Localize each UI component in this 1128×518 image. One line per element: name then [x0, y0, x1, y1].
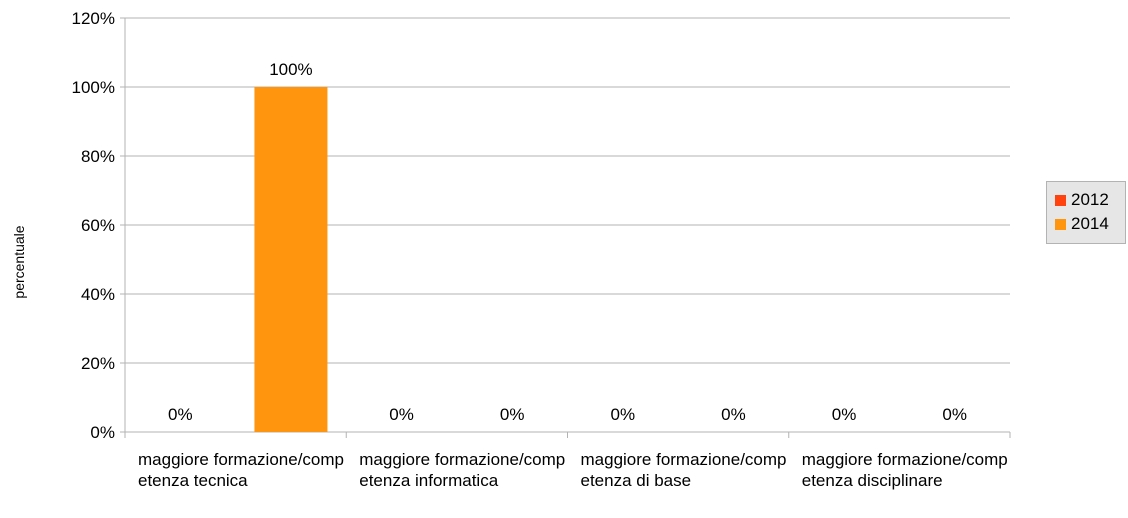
data-label: 0% — [942, 405, 967, 424]
y-tick-label: 20% — [81, 354, 115, 373]
data-label: 0% — [389, 405, 414, 424]
legend-label: 2012 — [1071, 190, 1109, 209]
data-label: 0% — [611, 405, 636, 424]
y-axis-title-wrap: percentuale — [6, 202, 32, 322]
data-label: 100% — [269, 60, 312, 79]
data-label: 0% — [168, 405, 193, 424]
legend-swatch — [1055, 194, 1066, 206]
data-label: 0% — [500, 405, 525, 424]
y-tick-label: 100% — [72, 78, 115, 97]
legend-item: 2012 — [1055, 188, 1125, 212]
y-tick-label: 0% — [90, 423, 115, 442]
bar-2014-1 — [254, 87, 328, 432]
legend: 2012 2014 — [1046, 181, 1126, 244]
x-category-label: maggiore formazione/competenza tecnica — [138, 450, 344, 490]
legend-label: 2014 — [1071, 214, 1109, 233]
x-category-label: maggiore formazione/competenza disciplin… — [801, 450, 1008, 490]
x-category-label: maggiore formazione/competenza di base — [580, 450, 787, 490]
y-tick-label: 40% — [81, 285, 115, 304]
data-label: 0% — [721, 405, 746, 424]
legend-swatch — [1055, 218, 1066, 230]
y-axis-title: percentuale — [11, 225, 27, 299]
data-label: 0% — [832, 405, 857, 424]
legend-item: 2014 — [1055, 212, 1125, 236]
y-tick-label: 60% — [81, 216, 115, 235]
y-tick-label: 120% — [72, 9, 115, 28]
y-tick-label: 80% — [81, 147, 115, 166]
x-category-label: maggiore formazione/competenza informati… — [359, 450, 566, 490]
